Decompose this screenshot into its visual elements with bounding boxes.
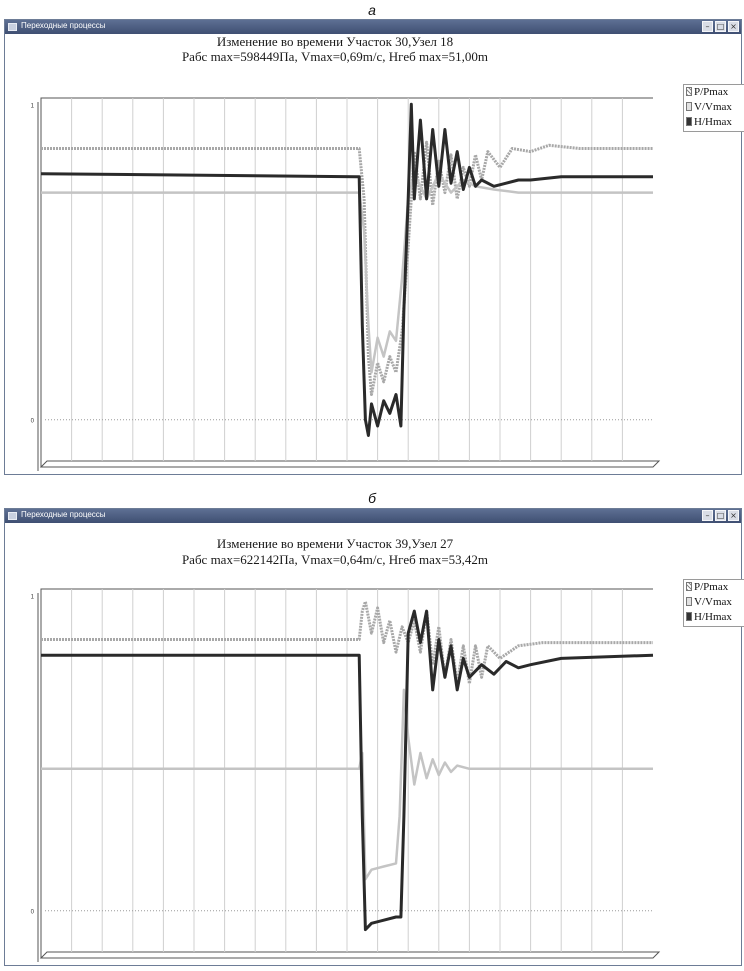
window-titlebar[interactable]: Переходные процессы – □ × — [5, 20, 741, 34]
series-line-h — [41, 609, 654, 932]
series-line-v — [41, 688, 653, 881]
legend-item-h: H/Hmax — [686, 611, 732, 623]
plot-floor — [39, 460, 661, 468]
dark-swatch-icon — [686, 117, 692, 126]
legend-label: H/Hmax — [694, 611, 732, 623]
legend-item-v: V/Vmax — [686, 596, 732, 608]
close-icon[interactable]: × — [728, 21, 739, 32]
plot-floor — [39, 951, 661, 959]
maximize-icon[interactable]: □ — [715, 510, 726, 521]
chart-legend: P/Pmax V/Vmax H/Hmax — [683, 579, 744, 627]
window-title: Переходные процессы — [21, 510, 106, 519]
chart-subtitle: Рабс max=622142Па, Vmax=0,64m/c, Hгеб ma… — [181, 552, 489, 567]
legend-label: P/Pmax — [694, 86, 729, 98]
plot-back-edge — [40, 97, 653, 467]
close-icon[interactable]: × — [728, 510, 739, 521]
series-line-p — [41, 600, 653, 686]
plot-back-edge — [40, 588, 653, 958]
app-icon — [8, 23, 17, 31]
hatched-swatch-icon — [686, 582, 692, 591]
legend-label: V/Vmax — [694, 596, 732, 608]
light-swatch-icon — [686, 597, 692, 606]
y-tick-label: 0 — [31, 910, 35, 916]
y-tick-label: 1 — [31, 103, 35, 109]
transients-window-a: Переходные процессы – □ × Изменение во в… — [4, 19, 744, 475]
chart-title: Изменение во времени Участок 30,Узел 18 — [216, 34, 454, 49]
window-title: Переходные процессы — [21, 21, 106, 30]
y-tick-label: 0 — [31, 419, 35, 425]
legend-item-h: H/Hmax — [686, 116, 732, 128]
legend-label: V/Vmax — [694, 101, 732, 113]
transients-window-b: Переходные процессы – □ × Изменение во в… — [4, 508, 744, 966]
legend-item-p: P/Pmax — [686, 86, 728, 98]
light-swatch-icon — [686, 102, 692, 111]
panel-letter-b: б — [368, 490, 376, 506]
minimize-icon[interactable]: – — [702, 510, 713, 521]
y-tick-label: 1 — [31, 594, 35, 600]
app-icon — [8, 512, 17, 520]
hatched-swatch-icon — [686, 87, 692, 96]
chart-plot-area: 510152025303540455055606570758085909501 — [31, 97, 661, 471]
series-line-v — [41, 172, 653, 374]
chart-legend: P/Pmax V/Vmax H/Hmax — [683, 84, 744, 132]
chart-plot-area: 510152025303540455055606570758085909501 — [31, 588, 661, 962]
panel-letter-a: а — [368, 2, 376, 18]
chart-subtitle: Рабс max=598449Па, Vmax=0,69m/c, Hгеб ma… — [181, 49, 489, 64]
minimize-icon[interactable]: – — [702, 21, 713, 32]
series-line-p — [41, 140, 653, 396]
legend-label: P/Pmax — [694, 581, 729, 593]
legend-item-p: P/Pmax — [686, 581, 728, 593]
legend-label: H/Hmax — [694, 116, 732, 128]
legend-item-v: V/Vmax — [686, 101, 732, 113]
series-line-h — [40, 102, 653, 437]
dark-swatch-icon — [686, 612, 692, 621]
window-titlebar[interactable]: Переходные процессы – □ × — [5, 509, 741, 523]
chart-title: Изменение во времени Участок 39,Узел 27 — [216, 536, 454, 551]
maximize-icon[interactable]: □ — [715, 21, 726, 32]
